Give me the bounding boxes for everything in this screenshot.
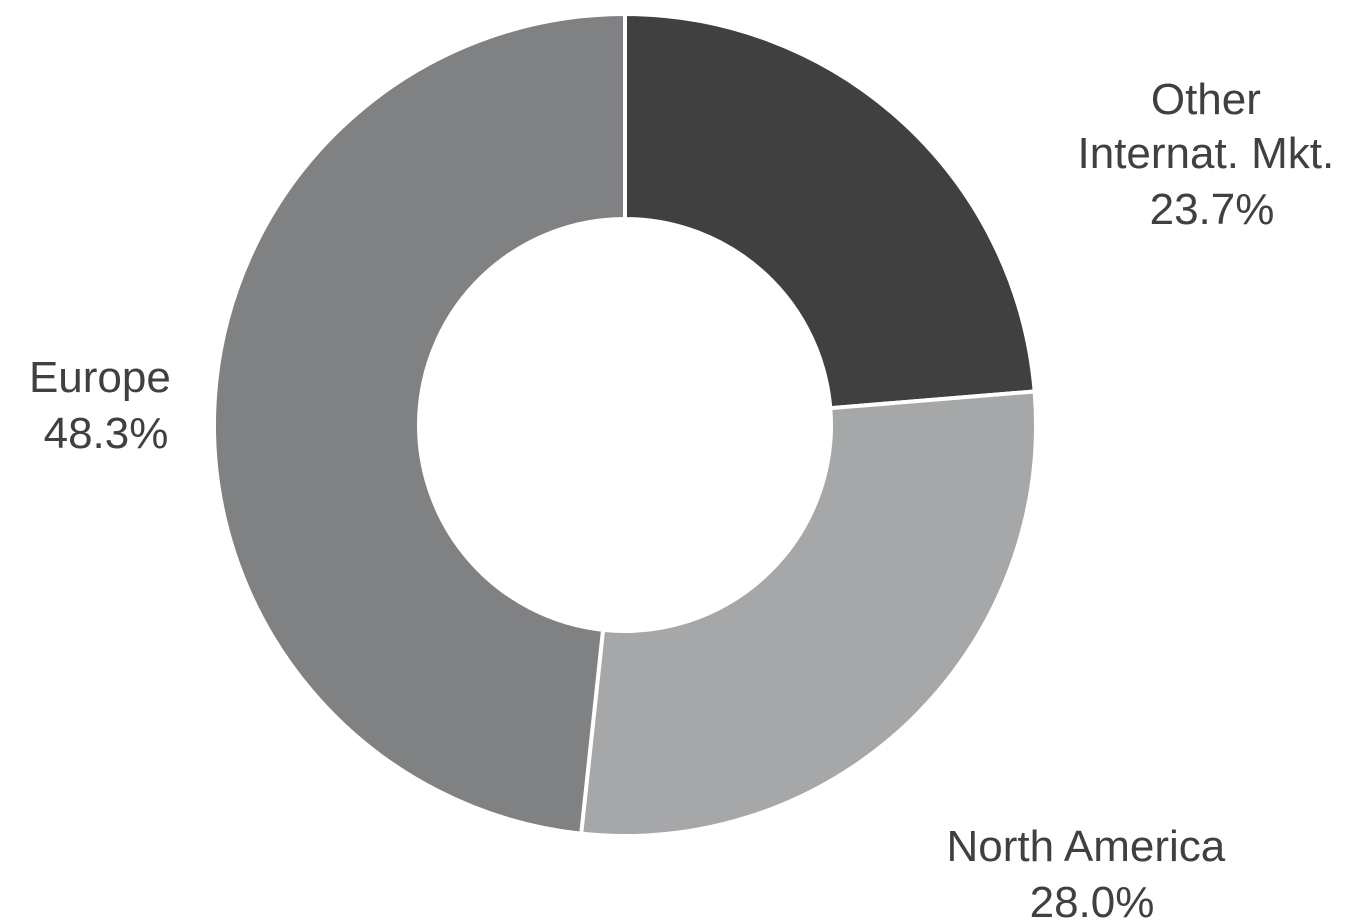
label-europe: Europe 48.3% [29,353,183,458]
label-other-international: Other Internat. Mkt. 23.7% [1078,75,1347,234]
slice-north-america [578,389,1038,838]
label-north-america: North America 28.0% [947,822,1238,924]
donut-slices [212,11,1038,838]
value-label-north-america: 28.0% [1030,878,1155,924]
slice-europe [212,11,627,836]
value-label-europe: 48.3% [44,409,169,458]
value-label-other-international: 23.7% [1150,185,1275,234]
slice-other-international [623,11,1037,411]
